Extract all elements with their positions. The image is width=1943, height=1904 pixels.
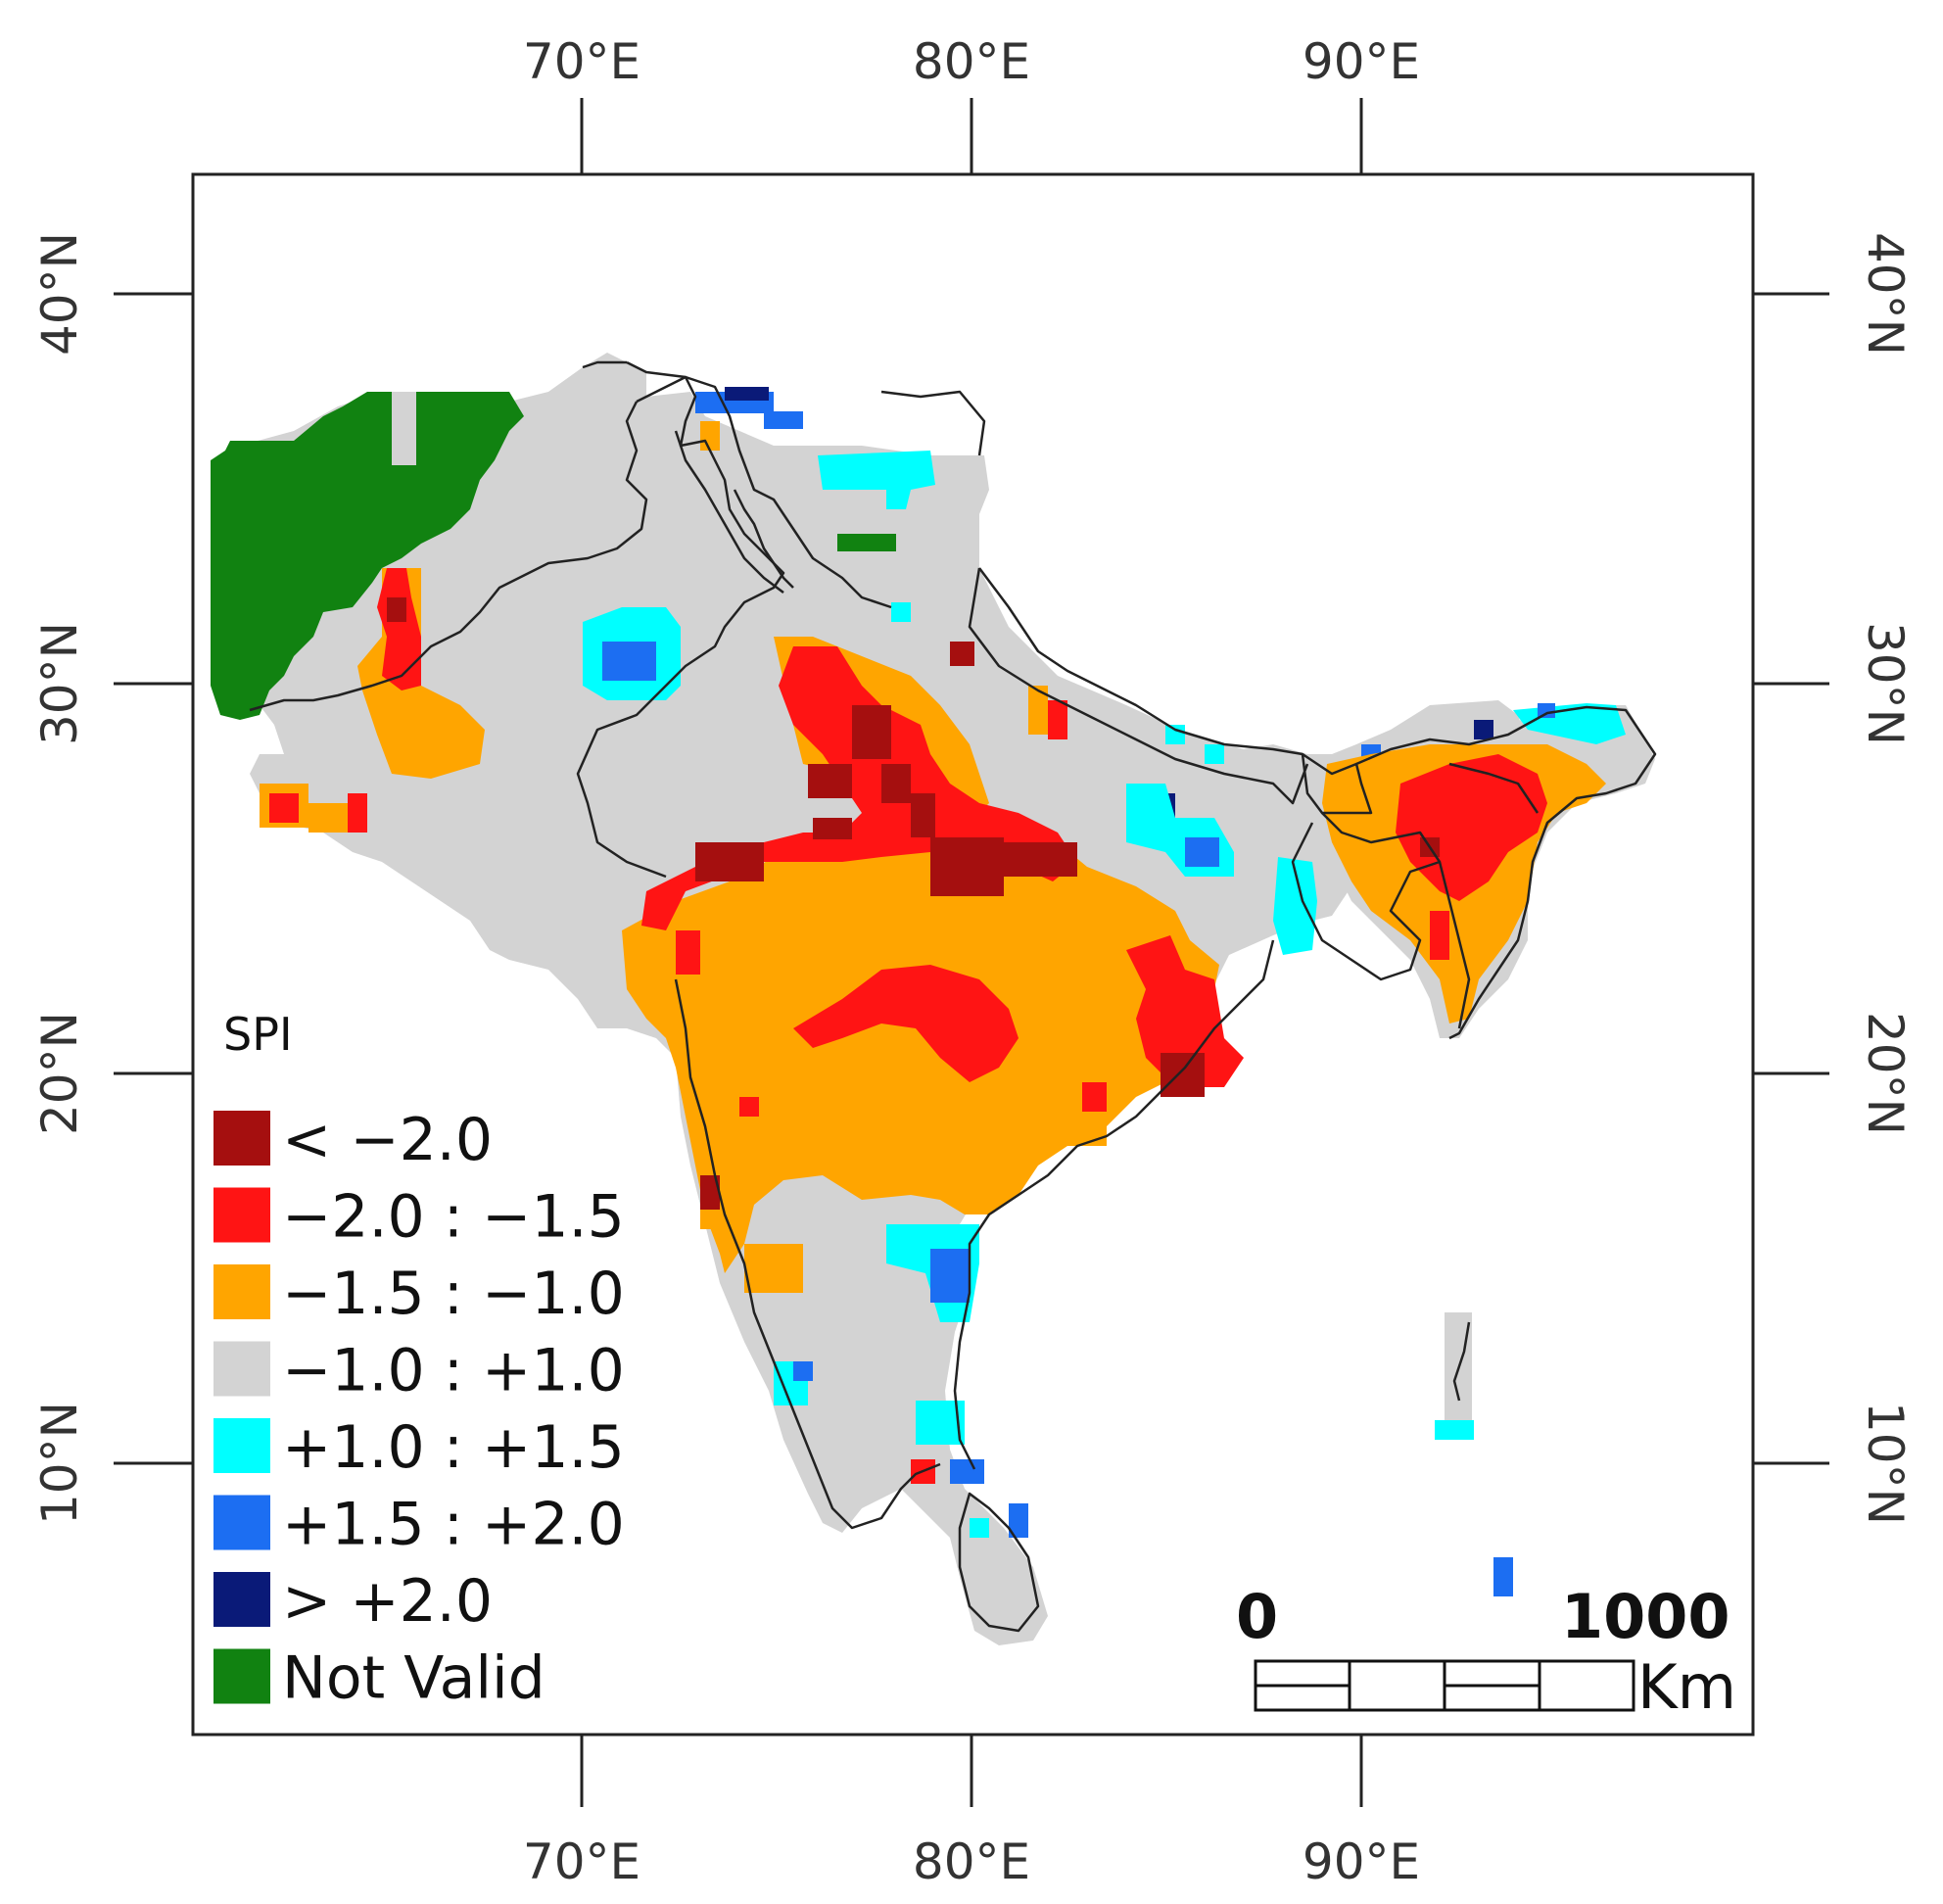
extremely-dry-patch [881, 764, 911, 803]
legend-swatch [213, 1418, 270, 1473]
extremely-dry-patch [999, 842, 1077, 877]
lat-tick-label: 40°N [31, 232, 88, 356]
lon-tick-label: 70°E [523, 33, 640, 90]
extremely-wet-patch [1474, 720, 1493, 739]
legend-label: −2.0 : −1.5 [282, 1183, 625, 1252]
lon-tick-label: 80°E [913, 1833, 1030, 1890]
lon-tick-label: 90°E [1303, 1833, 1420, 1890]
extremely-dry-patch [950, 642, 974, 666]
scale-start-label: 0 [1236, 1581, 1278, 1652]
moderately-dry-patch [744, 1244, 803, 1293]
moderately-dry-patch [1028, 686, 1048, 735]
lat-tick-label: 10°N [1857, 1402, 1914, 1525]
extremely-wet-patch [725, 387, 769, 401]
extremely-dry-patch [911, 793, 935, 837]
very-wet-patch [1009, 1503, 1028, 1538]
lat-tick-label: 10°N [31, 1402, 88, 1525]
scale-bar: 0 1000 Km [1236, 1581, 1736, 1723]
wet-region [1273, 857, 1317, 955]
very-wet-patch [950, 1459, 984, 1484]
lon-tick-label: 80°E [913, 33, 1030, 90]
wet-patch [891, 602, 911, 622]
lon-tick-label: 90°E [1303, 33, 1420, 90]
scale-end-label: 1000 [1561, 1581, 1730, 1652]
legend: SPI < −2.0 −2.0 : −1.5 −1.5 : −1.0 −1.0 : +… [213, 1008, 625, 1713]
wet-patch [1165, 725, 1185, 744]
lat-tick-label: 20°N [1857, 1012, 1914, 1135]
very-wet-patch [793, 1361, 813, 1381]
extremely-dry-patch [930, 837, 1004, 896]
legend-label: < −2.0 [282, 1106, 493, 1174]
legend-items: < −2.0 −2.0 : −1.5 −1.5 : −1.0 −1.0 : +1.0 +… [213, 1106, 625, 1713]
extremely-dry-patch [808, 764, 852, 798]
lat-tick-label: 30°N [31, 622, 88, 745]
wet-region [818, 451, 935, 509]
very-wet-patch [602, 642, 656, 681]
legend-swatch [213, 1572, 270, 1627]
country-boundaries [249, 360, 1657, 1633]
lat-tick-label: 40°N [1857, 232, 1914, 356]
legend-label: −1.5 : −1.0 [282, 1260, 625, 1328]
extremely-dry-patch [387, 597, 406, 622]
very-wet-patch [1185, 837, 1219, 867]
extremely-dry-patch [700, 1175, 720, 1210]
legend-label: +1.5 : +2.0 [282, 1491, 625, 1559]
legend-swatch [213, 1111, 270, 1166]
scale-unit-label: Km [1637, 1651, 1736, 1723]
lon-tick-label: 70°E [523, 1833, 640, 1890]
not-valid-patch [837, 534, 896, 551]
very-wet-patch [1493, 1557, 1513, 1596]
lat-tick-label: 20°N [31, 1012, 88, 1135]
extremely-dry-patch [813, 818, 852, 839]
severely-dry-patch [739, 1097, 759, 1117]
legend-label: −1.0 : +1.0 [282, 1337, 625, 1405]
severely-dry-patch [676, 930, 700, 975]
severely-dry-region [793, 965, 1019, 1082]
legend-swatch [213, 1341, 270, 1397]
not-valid-patch [392, 392, 416, 465]
wet-patch [1205, 744, 1224, 764]
extremely-dry-patch [852, 705, 891, 759]
spi-raster [211, 353, 1655, 1645]
legend-label: > +2.0 [282, 1567, 493, 1636]
lat-tick-label: 30°N [1857, 622, 1914, 745]
extremely-dry-patch [1161, 1053, 1205, 1097]
not-valid-region [211, 392, 524, 720]
moderately-dry-region [622, 823, 1219, 1273]
severely-dry-patch [1082, 1082, 1107, 1112]
wet-patch [970, 1518, 989, 1538]
very-wet-patch [930, 1249, 970, 1303]
legend-swatch [213, 1495, 270, 1550]
legend-swatch [213, 1648, 270, 1704]
severely-dry-patch [348, 793, 367, 833]
wet-patch [1435, 1420, 1474, 1440]
legend-label: +1.0 : +1.5 [282, 1413, 625, 1482]
moderately-dry-patch [700, 421, 720, 451]
legend-label: Not Valid [282, 1644, 545, 1713]
severely-dry-patch [269, 793, 299, 823]
legend-swatch [213, 1187, 270, 1243]
extremely-dry-patch [695, 842, 764, 881]
legend-title: SPI [223, 1008, 293, 1061]
extremely-wet-patch [1538, 703, 1555, 718]
severely-dry-region [1126, 935, 1244, 1087]
severely-dry-patch [1048, 700, 1067, 739]
very-wet-patch [764, 411, 803, 429]
axis-ticks [114, 98, 1829, 1807]
severely-dry-patch [1430, 911, 1449, 960]
legend-swatch [213, 1264, 270, 1319]
